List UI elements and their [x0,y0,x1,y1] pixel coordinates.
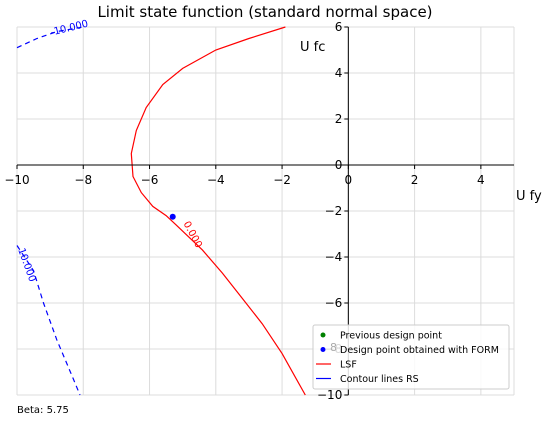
design-point-marker [169,213,176,220]
legend-label: Design point obtained with FORM [340,345,499,356]
y-tick-label: 0 [335,158,343,172]
x-tick-label: −6 [141,173,159,187]
contour-label: 0.000 [181,220,204,250]
x-tick-label: −2 [273,173,291,187]
y-tick-label: −10 [317,388,342,402]
x-tick-label: −10 [4,173,29,187]
x-tick-label: 0 [345,173,353,187]
legend-box [312,324,510,390]
chart-title: Limit state function (standard normal sp… [97,3,432,21]
contour-line [16,245,81,396]
y-tick-label: −4 [325,250,343,264]
legend-marker [320,332,326,338]
x-tick-label: 4 [477,173,485,187]
legend-label: Previous design point [340,331,442,342]
hidden-tick-label: 8 [330,341,337,354]
contour-line [16,26,84,49]
lsf-curve [130,26,306,396]
beta-readout: Beta: 5.75 [17,405,69,416]
x-tick-label: 2 [411,173,419,187]
y-tick-label: −2 [325,204,343,218]
x-axis-label: U fy [516,189,542,204]
x-tick-label: −8 [74,173,92,187]
legend-label: LSF [340,360,357,371]
y-tick-label: 6 [335,20,343,34]
x-tick-label: −4 [207,173,225,187]
y-tick-label: −6 [325,296,343,310]
y-axis-label: U fc [300,40,325,55]
legend-label: Contour lines RS [340,374,419,385]
plot-marks [169,213,176,220]
y-tick-label: 4 [335,66,343,80]
legend-marker [320,347,326,352]
y-tick-label: 2 [335,112,343,126]
contour-label: 10.000 [15,247,37,284]
